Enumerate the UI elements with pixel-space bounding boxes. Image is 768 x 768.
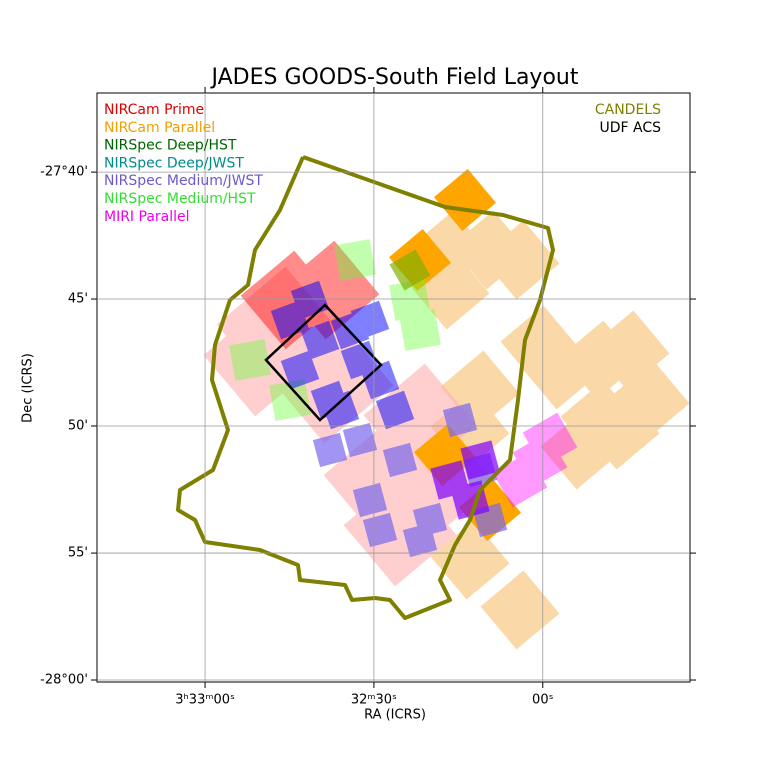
x-tick-label: 3ʰ33ᵐ00ˢ <box>175 693 235 708</box>
footprints <box>176 155 690 650</box>
legend-entry: NIRCam Parallel <box>104 120 215 136</box>
legend-entry: CANDELS <box>595 102 661 118</box>
y-axis-label: Dec (ICRS) <box>21 353 36 423</box>
legend-entry: UDF ACS <box>599 120 661 136</box>
plot-frame <box>96 92 691 683</box>
legend-entry: NIRSpec Medium/JWST <box>104 173 263 189</box>
x-axis-label: RA (ICRS) <box>364 708 426 723</box>
legend-entry: NIRCam Prime <box>104 102 204 118</box>
y-tick-label: 55' <box>68 546 88 561</box>
y-tick-label: 50' <box>68 418 88 433</box>
legend-entry: NIRSpec Medium/HST <box>104 191 256 207</box>
y-tick-label: -28°00' <box>40 673 88 688</box>
legend-entry: NIRSpec Deep/HST <box>104 138 237 154</box>
y-tick-label: -27°40' <box>40 165 88 180</box>
x-tick-label: 32ᵐ30ˢ <box>351 693 397 708</box>
legend-entry: MIRI Parallel <box>104 209 190 225</box>
legend-entry: NIRSpec Deep/JWST <box>104 155 244 171</box>
x-tick-label: 00ˢ <box>532 693 554 708</box>
y-tick-label: 45' <box>68 292 88 307</box>
chart-title: JADES GOODS-South Field Layout <box>210 65 579 90</box>
